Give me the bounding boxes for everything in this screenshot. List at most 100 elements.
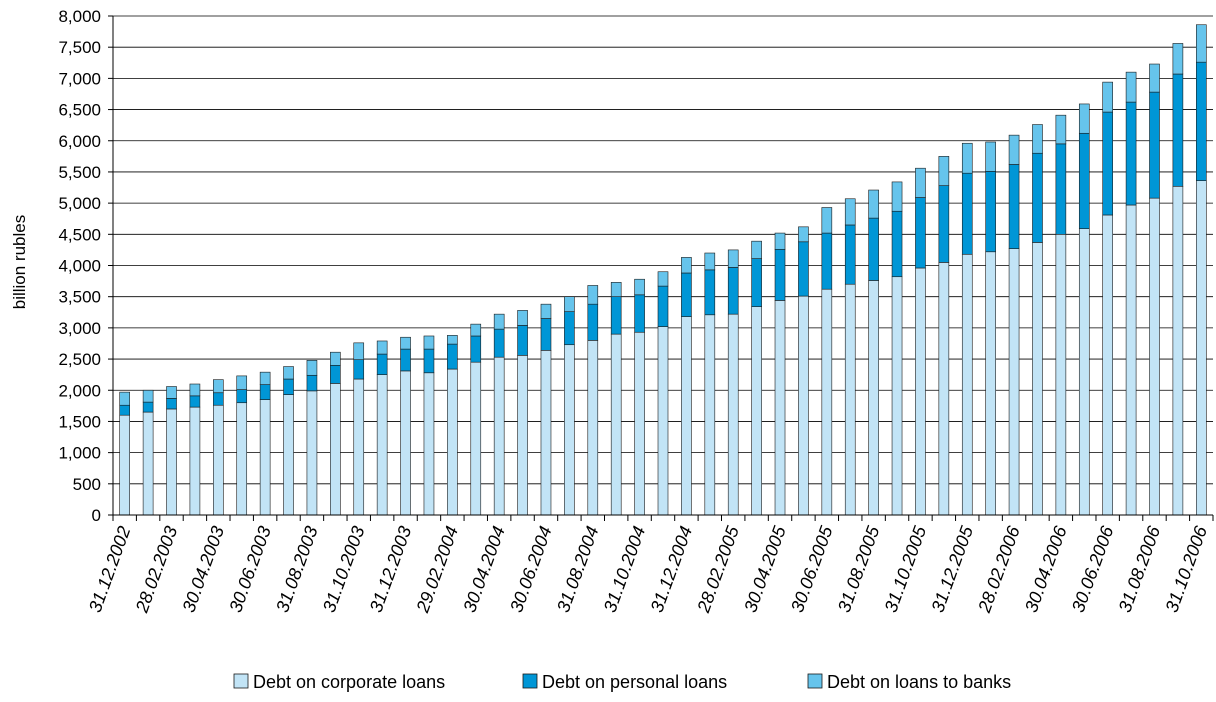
x-tick-label: 31.12.2002 — [85, 524, 135, 616]
bar-segment-2 — [1055, 143, 1067, 235]
bar-segment-2 — [891, 210, 903, 278]
y-tick-label: 7,500 — [58, 38, 101, 57]
bar-segment-1 — [142, 411, 154, 516]
bar-segment-3 — [891, 181, 903, 212]
bar-segment-3 — [1078, 103, 1090, 134]
bar-segment-1 — [283, 394, 294, 516]
bar-segment-3 — [1125, 71, 1137, 103]
bar-segment-3 — [189, 383, 201, 397]
bar-segment-3 — [915, 167, 926, 198]
bar-segment-2 — [751, 258, 762, 307]
x-tick-label: 31.12.2003 — [366, 524, 416, 616]
bar-segment-1 — [353, 378, 365, 516]
bar-segment-2 — [540, 318, 552, 351]
y-tick-label: 6,500 — [58, 101, 101, 120]
bar-segment-3 — [493, 313, 505, 330]
y-tick-label: 3,000 — [58, 319, 101, 338]
bar-segment-2 — [564, 311, 575, 346]
bar-segment-3 — [236, 375, 248, 390]
bar-segment-2 — [1149, 91, 1160, 199]
x-tick-labels: 31.12.200228.02.200330.04.200330.06.2003… — [85, 523, 1212, 616]
bar-segment-2 — [1172, 73, 1184, 187]
bar-segment-1 — [119, 414, 130, 516]
bar-segment-3 — [1149, 63, 1160, 93]
bar-segment-1 — [470, 361, 482, 516]
bar-segment-3 — [751, 240, 762, 259]
bar-segment-3 — [447, 335, 458, 345]
bar-segment-3 — [1172, 43, 1184, 75]
bar-segment-2 — [283, 378, 294, 395]
bar-segment-3 — [1055, 114, 1067, 145]
bar-segment-3 — [564, 296, 575, 312]
bar-segment-1 — [447, 368, 458, 516]
bar-segment-2 — [517, 325, 528, 356]
bar-segment-1 — [915, 267, 926, 516]
x-tick-label: 31.08.2004 — [553, 524, 603, 616]
x-tick-label: 31.10.2006 — [1161, 523, 1211, 615]
y-tick-label: 5,500 — [58, 163, 101, 182]
bar-segment-3 — [330, 351, 341, 366]
y-tick-label: 2,000 — [58, 381, 101, 400]
bar-segment-3 — [961, 142, 973, 174]
x-tick-label: 28.02.2003 — [131, 524, 181, 616]
bar-segment-1 — [376, 374, 388, 516]
legend-label: Debt on corporate loans — [253, 672, 445, 692]
legend-swatch — [233, 673, 249, 689]
y-tick-label: 5,000 — [58, 194, 101, 213]
bar-segment-1 — [1102, 214, 1113, 516]
bar-segment-3 — [938, 156, 950, 186]
x-tick-label: 31.12.2004 — [647, 524, 697, 616]
bar-segment-1 — [423, 372, 435, 516]
bar-segment-3 — [376, 340, 388, 355]
bar-segment-2 — [259, 384, 271, 400]
bar-segment-1 — [657, 326, 669, 516]
y-tick-label: 2,500 — [58, 350, 101, 369]
bar-segment-3 — [727, 249, 739, 268]
bar-segment-1 — [1196, 180, 1207, 516]
bar-segment-2 — [915, 197, 926, 269]
legend-label: Debt on loans to banks — [827, 672, 1011, 692]
bar-segment-3 — [166, 386, 177, 399]
bar-segment-1 — [259, 399, 271, 516]
bar-segment-3 — [353, 342, 365, 360]
bar-segment-2 — [423, 348, 435, 374]
bar-segment-2 — [587, 303, 599, 341]
x-tick-label: 31.10.2004 — [600, 524, 650, 616]
x-tick-label: 30.06.2005 — [787, 523, 837, 615]
bar-segment-1 — [540, 350, 552, 516]
y-tick-label: 4,500 — [58, 225, 101, 244]
axes — [108, 15, 1214, 521]
y-tick-label: 4,000 — [58, 257, 101, 276]
bar-segment-3 — [400, 336, 411, 350]
bar-segment-3 — [868, 189, 879, 219]
legend-swatch — [522, 673, 538, 689]
x-tick-label: 30.06.2004 — [506, 524, 556, 616]
bar-segment-2 — [681, 272, 692, 317]
x-tick-label: 31.08.2003 — [272, 524, 322, 616]
x-tick-label: 31.10.2005 — [881, 523, 931, 615]
bar-segment-1 — [985, 251, 996, 516]
y-tick-label: 1,000 — [58, 444, 101, 463]
bar-segment-2 — [1102, 111, 1113, 216]
bar-segment-3 — [634, 278, 645, 296]
x-tick-label: 31.10.2003 — [319, 524, 369, 616]
legend-label: Debt on personal loans — [542, 672, 727, 692]
bar-segment-1 — [1032, 242, 1043, 516]
bar-segment-3 — [821, 207, 833, 234]
bar-segment-2 — [985, 171, 996, 253]
x-tick-label: 30.04.2006 — [1021, 523, 1071, 615]
bar-segment-2 — [447, 343, 458, 370]
bar-segment-2 — [119, 404, 130, 416]
bar-segment-2 — [213, 392, 224, 406]
bar-segment-2 — [704, 269, 716, 316]
bar-segment-2 — [1078, 132, 1090, 229]
bar-segment-3 — [259, 371, 271, 385]
bar-segment-1 — [727, 313, 739, 516]
bar-segment-3 — [610, 282, 622, 297]
bar-segment-1 — [704, 314, 716, 516]
bar-segment-2 — [470, 335, 482, 363]
bar-segment-1 — [938, 262, 950, 516]
y-tick-label: 6,000 — [58, 132, 101, 151]
bar-segment-1 — [400, 370, 411, 516]
